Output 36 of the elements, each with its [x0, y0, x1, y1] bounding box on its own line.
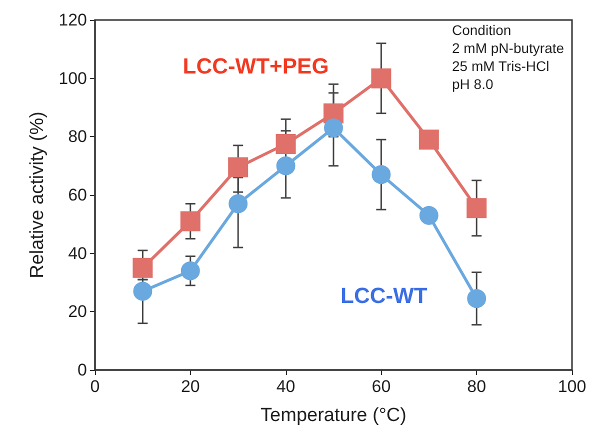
point [133, 282, 152, 301]
y-tick-label: 60 [68, 186, 87, 204]
series-label: LCC-WT+PEG [182, 53, 329, 78]
point [467, 289, 486, 308]
x-tick-label: 60 [372, 377, 391, 396]
x-tick-label: 40 [276, 377, 296, 396]
y-axis-title: Relative activity (%) [27, 112, 48, 278]
x-tick-label: 20 [180, 377, 200, 396]
x-tick-label: 100 [558, 377, 586, 396]
point [324, 118, 343, 138]
point [371, 68, 392, 88]
point [132, 258, 153, 278]
point [466, 198, 487, 218]
point [180, 211, 200, 232]
x-axis-title: Temperature (°C) [260, 405, 406, 426]
y-tick-label: 100 [58, 68, 87, 88]
annotation: 25 mM Tris-HCl [452, 58, 550, 74]
y-tick-label: 20 [68, 302, 87, 322]
y-tick-label: 80 [68, 127, 87, 146]
series-label: LCC-WT [340, 282, 428, 308]
annotation: pH 8.0 [452, 76, 494, 92]
point [419, 206, 438, 225]
x-tick-label: 80 [467, 377, 486, 396]
point [276, 134, 296, 154]
y-tick-label: 40 [68, 244, 87, 263]
annotation: 2 mM pN-butyrate [452, 40, 564, 56]
y-tick-label: 120 [58, 10, 87, 30]
point [372, 165, 391, 184]
x-tick-label: 0 [90, 377, 100, 396]
point [228, 194, 248, 214]
annotation: Condition [452, 22, 512, 38]
y-tick-label: 0 [78, 360, 87, 380]
point [180, 261, 200, 280]
point [228, 157, 248, 178]
point [276, 156, 296, 176]
point [418, 130, 439, 150]
